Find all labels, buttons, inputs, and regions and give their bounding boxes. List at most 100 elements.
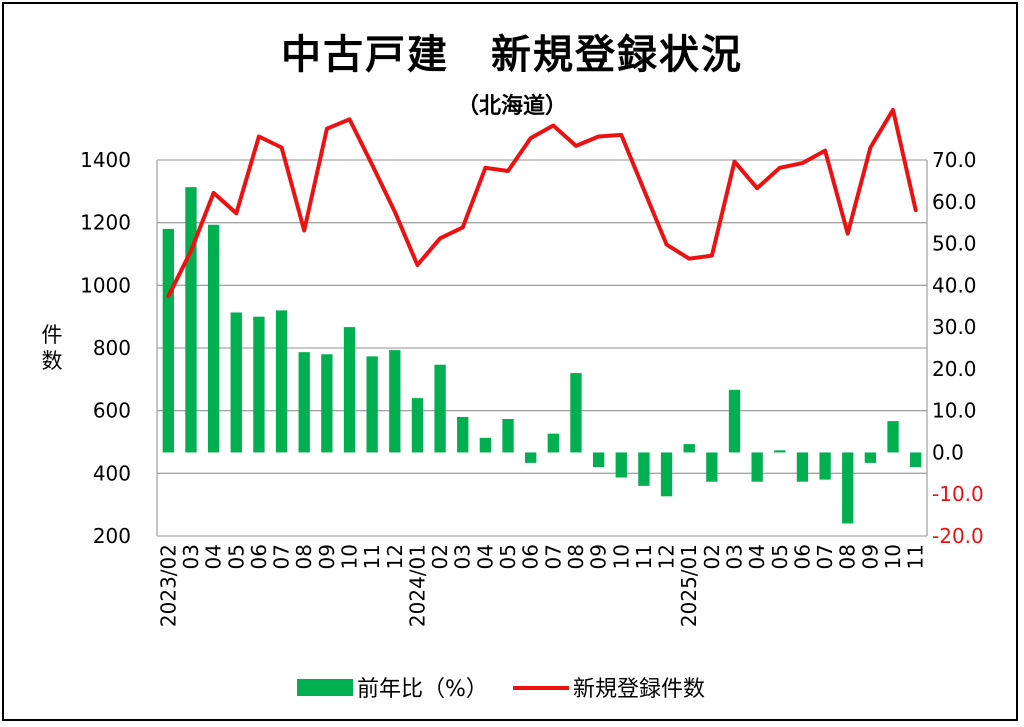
left-tick-label: 600	[93, 399, 131, 423]
gridlines	[156, 159, 928, 537]
series-line	[166, 107, 918, 299]
x-tick-label: 2025/01	[677, 544, 701, 627]
left-tick-label: 200	[93, 524, 131, 548]
x-tick-label: 08	[564, 544, 588, 569]
x-tick-label: 09	[315, 544, 339, 569]
left-tick-label: 1400	[80, 148, 131, 172]
x-tick-label: 06	[790, 544, 814, 569]
right-tick-label: 60.0	[932, 190, 977, 214]
x-tick-label: 04	[473, 544, 497, 569]
bar	[253, 316, 265, 453]
legend-bar-label: 前年比（%）	[357, 677, 488, 702]
right-tick-label: -10.0	[932, 482, 984, 506]
left-tick-label: 400	[93, 461, 131, 485]
bar	[796, 452, 809, 482]
x-tick-label: 07	[270, 544, 294, 569]
x-tick-label: 03	[451, 544, 475, 569]
x-tick-label: 05	[224, 544, 248, 569]
bar	[864, 452, 877, 463]
legend: 前年比（%） 新規登録件数	[297, 677, 705, 702]
left-tick-label: 1000	[80, 273, 131, 297]
x-tick-label: 12	[655, 544, 679, 569]
right-tick-label: 30.0	[932, 315, 977, 339]
x-tick-label: 06	[247, 544, 271, 569]
bar	[230, 312, 242, 453]
bar	[343, 327, 356, 453]
x-tick-label: 04	[745, 544, 769, 569]
x-tick-label: 05	[496, 544, 520, 569]
x-tick-label: 05	[768, 544, 792, 569]
line-series	[166, 107, 918, 299]
bar	[525, 452, 537, 463]
bar	[819, 452, 831, 480]
left-axis-ticks: 1400 1200 1000 800 600 400 200	[80, 148, 131, 548]
bar	[842, 452, 854, 524]
bar	[207, 224, 220, 453]
right-tick-label: 70.0	[932, 148, 977, 172]
x-tick-label: 02	[428, 544, 452, 569]
x-tick-label: 10	[881, 544, 905, 569]
bar	[683, 444, 695, 453]
x-axis-ticks: 2023/02030405060708091011122024/01020304…	[156, 544, 927, 627]
bar	[457, 416, 469, 453]
right-tick-label: 20.0	[932, 357, 977, 381]
right-tick-label: 0.0	[932, 440, 964, 464]
x-tick-label: 04	[202, 544, 226, 569]
x-tick-label: 2023/02	[156, 544, 180, 627]
right-axis-ticks: 70.0 60.0 50.0 40.0 30.0 20.0 10.0 0.0 -10.0 -20.…	[932, 148, 984, 548]
x-tick-label: 03	[179, 544, 203, 569]
bar	[321, 354, 333, 453]
bar	[728, 389, 741, 453]
bar	[887, 421, 899, 453]
bar	[502, 419, 514, 453]
right-tick-label: 10.0	[932, 399, 977, 423]
bar	[910, 452, 922, 468]
bar	[615, 452, 627, 478]
right-tick-label: 50.0	[932, 232, 977, 256]
x-tick-label: 09	[587, 544, 611, 569]
right-tick-label: 40.0	[932, 273, 977, 297]
right-tick-label: -20.0	[932, 524, 984, 548]
x-tick-label: 08	[836, 544, 860, 569]
left-tick-label: 1200	[80, 211, 131, 235]
x-tick-label: 11	[632, 544, 656, 569]
ylabel-char: 数	[42, 349, 63, 373]
x-tick-label: 08	[292, 544, 316, 569]
x-tick-label: 10	[609, 544, 633, 569]
bar	[706, 452, 718, 482]
x-tick-label: 07	[541, 544, 565, 569]
x-tick-label: 03	[723, 544, 747, 569]
x-tick-label: 07	[813, 544, 837, 569]
bar	[751, 452, 763, 482]
bar	[434, 364, 446, 453]
legend-line-label: 新規登録件数	[573, 677, 705, 702]
bar	[162, 228, 174, 453]
bar	[411, 398, 424, 453]
x-tick-label: 11	[904, 544, 928, 569]
chart-title: 中古戸建 新規登録状況	[281, 32, 743, 78]
bar	[570, 373, 582, 453]
bar	[298, 352, 310, 453]
x-tick-label: 12	[383, 544, 407, 569]
bar	[275, 310, 288, 453]
x-tick-label: 2024/01	[405, 544, 429, 627]
left-axis-label: 件数	[42, 323, 63, 373]
bar-series	[162, 187, 922, 524]
left-tick-label: 800	[93, 336, 131, 360]
bar	[774, 450, 786, 453]
bar	[185, 187, 197, 453]
legend-bar-swatch	[297, 679, 353, 696]
x-tick-label: 06	[519, 544, 543, 569]
ylabel-char: 件	[42, 323, 63, 347]
x-tick-label: 02	[700, 544, 724, 569]
bar	[592, 452, 605, 468]
x-tick-label: 10	[338, 544, 362, 569]
bar	[638, 452, 650, 486]
bar	[547, 433, 559, 453]
bar	[366, 356, 378, 453]
bar	[389, 350, 401, 453]
x-tick-label: 09	[858, 544, 882, 569]
x-tick-label: 11	[360, 544, 384, 569]
bar	[660, 452, 673, 497]
